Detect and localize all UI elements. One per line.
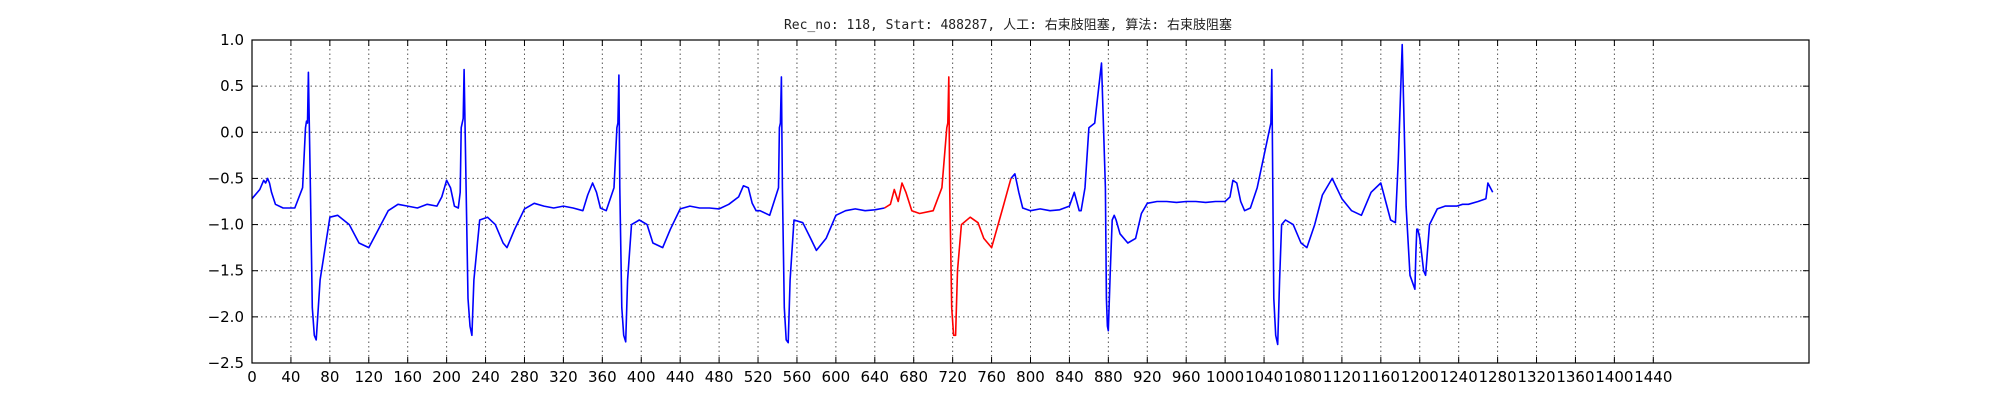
- x-tick-label: 1160: [1362, 368, 1400, 386]
- x-tick-label: 1400: [1595, 368, 1633, 386]
- ecg-trace-before: [251, 68, 885, 344]
- plot-lines: [251, 43, 1494, 346]
- x-tick-label: 1440: [1634, 368, 1672, 386]
- x-tick-label: 640: [860, 368, 889, 386]
- x-tick-label: 280: [510, 368, 539, 386]
- x-tick-label: 800: [1016, 368, 1045, 386]
- x-tick-label: 320: [549, 368, 578, 386]
- ecg-trace-highlight: [884, 76, 1012, 337]
- y-tick-label: 0.5: [220, 77, 244, 95]
- x-tick-label: 120: [354, 368, 383, 386]
- x-tick-label: 1240: [1440, 368, 1478, 386]
- y-tick-label: 1.0: [220, 31, 244, 49]
- y-tick-label: 0.0: [220, 123, 244, 141]
- y-tick-label: −2.0: [208, 308, 244, 326]
- x-tick-label: 200: [432, 368, 461, 386]
- x-tick-label: 760: [977, 368, 1006, 386]
- x-tick-label: 1120: [1323, 368, 1361, 386]
- x-tick-label: 1040: [1245, 368, 1283, 386]
- chart-title: Rec_no: 118, Start: 488287, 人工: 右束肢阻塞, 算…: [784, 17, 1232, 33]
- y-tick-label: −0.5: [208, 169, 244, 187]
- x-tick-label: 80: [320, 368, 339, 386]
- y-tick-label: −1.0: [208, 216, 244, 234]
- y-tick-label: −1.5: [208, 262, 244, 280]
- x-tick-label: 1000: [1206, 368, 1244, 386]
- x-axis: 0 40 80 120 160 200 240 280 320 360 400 440 480 520 56…: [247, 40, 1672, 386]
- ecg-trace-after: [1010, 43, 1494, 346]
- x-tick-label: 520: [744, 368, 773, 386]
- x-tick-label: 360: [588, 368, 617, 386]
- x-tick-label: 480: [705, 368, 734, 386]
- grid: [251, 39, 1809, 364]
- x-tick-label: 400: [627, 368, 656, 386]
- x-tick-label: 960: [1172, 368, 1201, 386]
- y-tick-label: −2.5: [208, 354, 244, 372]
- x-tick-label: 0: [247, 368, 257, 386]
- x-tick-label: 840: [1055, 368, 1084, 386]
- x-tick-label: 720: [938, 368, 967, 386]
- x-tick-label: 880: [1094, 368, 1123, 386]
- x-tick-label: 1320: [1517, 368, 1555, 386]
- x-tick-label: 240: [471, 368, 500, 386]
- x-tick-label: 680: [899, 368, 928, 386]
- x-tick-label: 1360: [1556, 368, 1594, 386]
- x-tick-label: 40: [281, 368, 300, 386]
- x-tick-label: 440: [666, 368, 695, 386]
- x-tick-label: 1200: [1401, 368, 1439, 386]
- x-tick-label: 600: [822, 368, 851, 386]
- x-tick-label: 560: [783, 368, 812, 386]
- y-axis: 1.0 0.5 0.0 −0.5 −1.0 −1.5 −2.0 −2.5: [208, 31, 1809, 372]
- x-tick-label: 1280: [1479, 368, 1517, 386]
- x-tick-label: 160: [393, 368, 422, 386]
- x-tick-label: 920: [1133, 368, 1162, 386]
- x-tick-label: 1080: [1284, 368, 1322, 386]
